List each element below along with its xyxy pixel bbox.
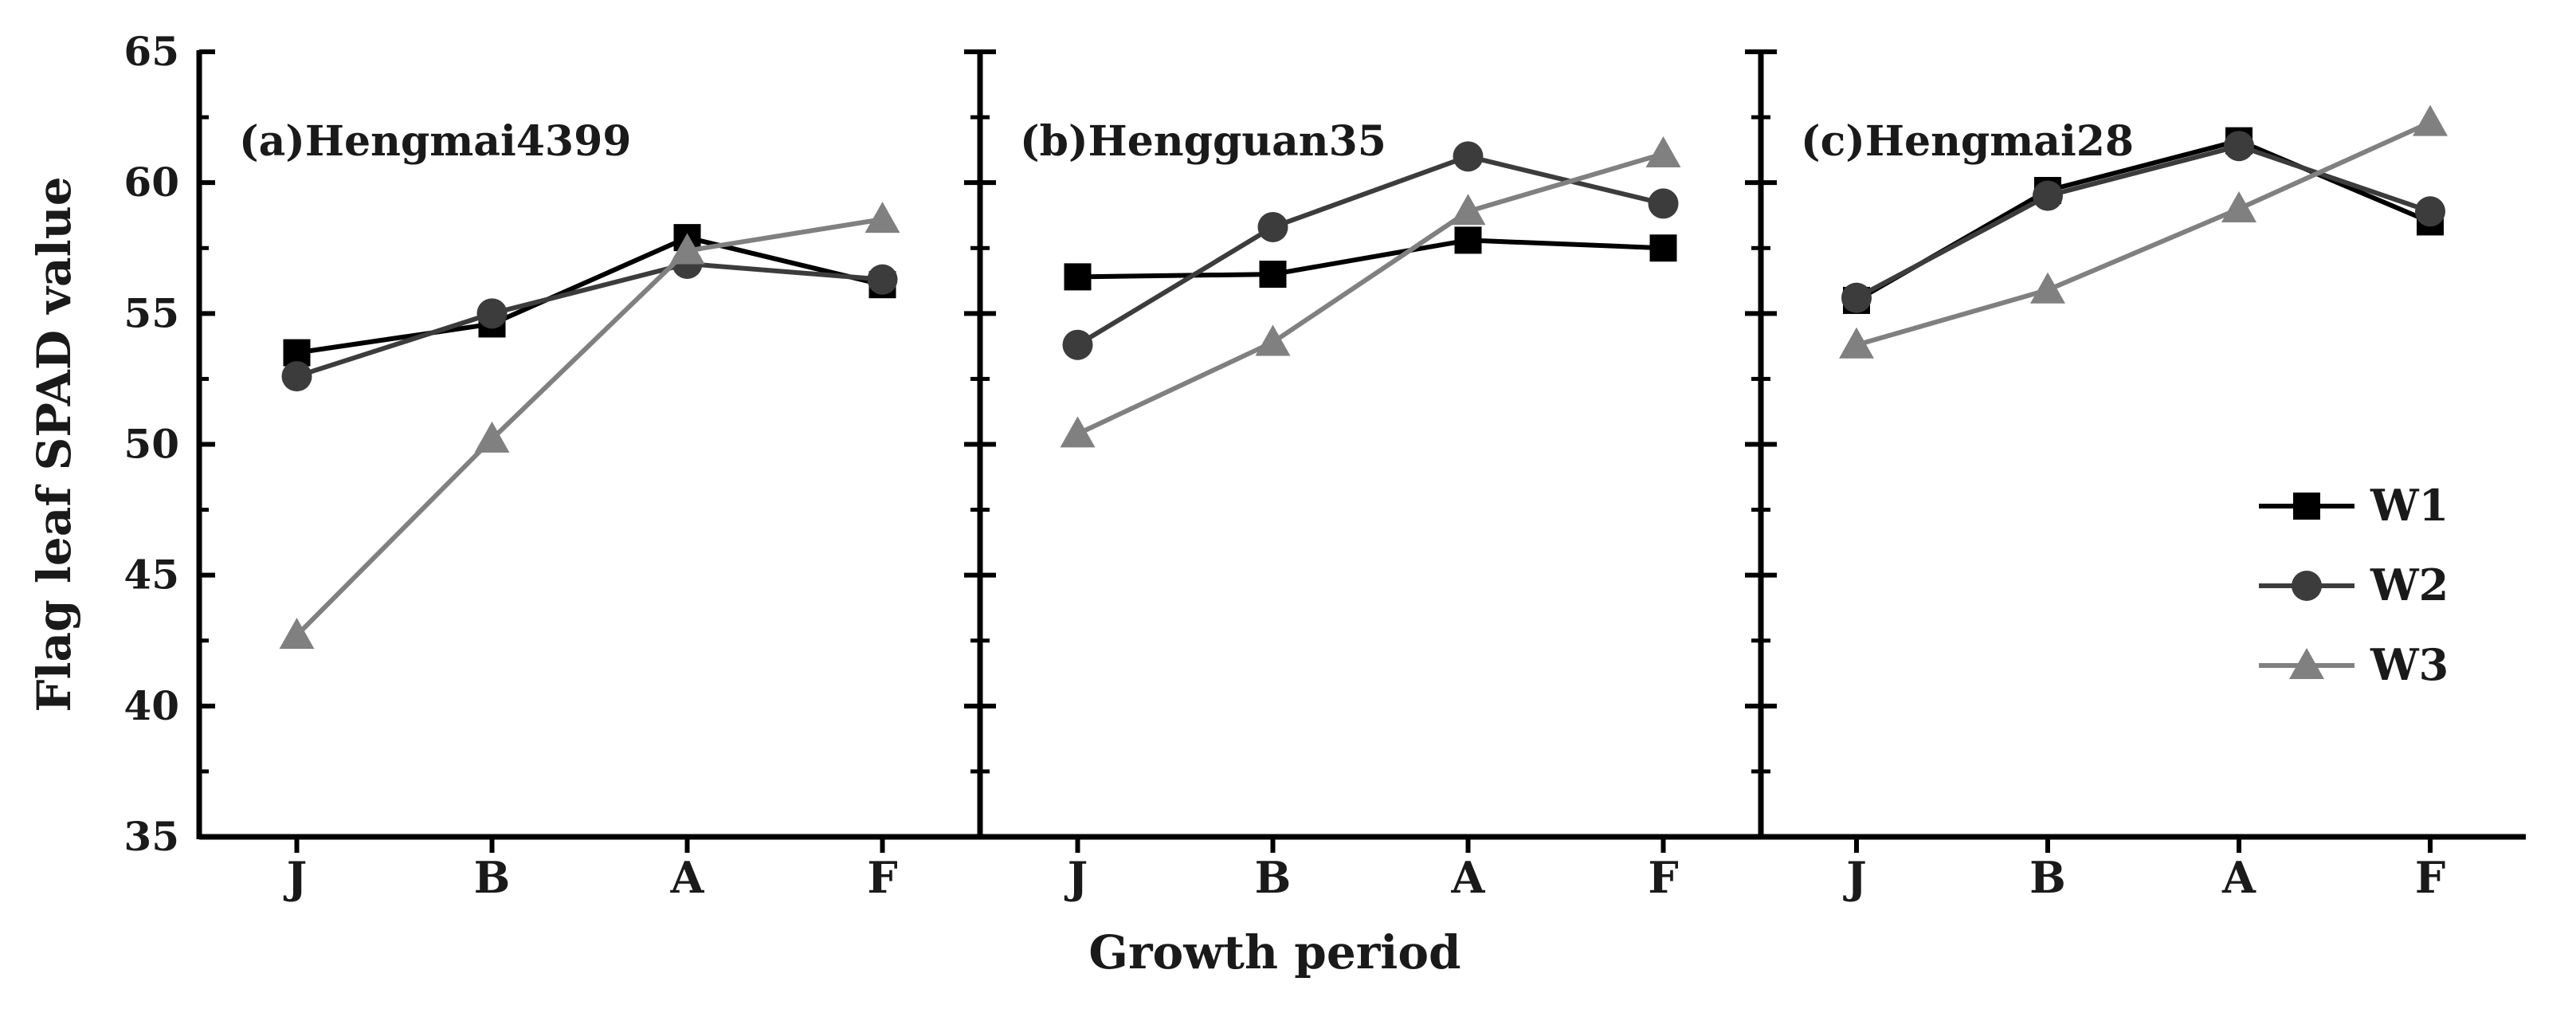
y-tick-label: 35 bbox=[124, 813, 179, 860]
x-tick-label: A bbox=[2221, 852, 2256, 903]
data-point-w3 bbox=[1839, 327, 1874, 359]
y-tick-label: 55 bbox=[124, 289, 179, 336]
series-line-w3 bbox=[1076, 151, 1664, 437]
panel-2: J B A F (b)Hengguan35 bbox=[1020, 117, 1681, 903]
y-tick-label: 45 bbox=[124, 552, 179, 599]
x-tick-label: J bbox=[1843, 852, 1867, 903]
y-axis-title: Flag leaf SPAD value bbox=[27, 176, 81, 712]
data-point-w1 bbox=[1454, 226, 1482, 254]
legend-label-w3: W3 bbox=[2370, 639, 2449, 690]
data-point-w3 bbox=[2030, 272, 2065, 304]
x-tick-label: J bbox=[1065, 852, 1088, 903]
series-w2 bbox=[1062, 141, 1679, 360]
data-point-w3 bbox=[1255, 324, 1291, 356]
legend-marker-w3 bbox=[2289, 648, 2324, 679]
axes: 35 40 45 50 55 60 65 bbox=[124, 28, 2526, 860]
x-tick-label: F bbox=[1648, 852, 1678, 903]
panel-1: J B A F (a)Hengmai4399 bbox=[239, 117, 900, 903]
x-tick-label: A bbox=[670, 852, 705, 903]
series-w2 bbox=[1841, 131, 2445, 313]
data-point-w3 bbox=[2413, 104, 2448, 136]
x-tick-label: B bbox=[2029, 852, 2066, 903]
data-point-w2 bbox=[476, 298, 508, 329]
y-tick-label: 65 bbox=[124, 28, 179, 75]
data-point-w2 bbox=[2224, 131, 2254, 162]
data-point-w3 bbox=[865, 202, 900, 234]
legend-marker-w2 bbox=[2292, 571, 2322, 601]
panel-title: (a)Hengmai4399 bbox=[239, 117, 631, 166]
panel-title: (c)Hengmai28 bbox=[1801, 117, 2134, 166]
legend-marker-w1 bbox=[2293, 493, 2320, 520]
y-tick-label: 50 bbox=[124, 421, 179, 468]
data-point-w3 bbox=[1060, 416, 1096, 448]
data-point-w3 bbox=[474, 421, 510, 453]
data-point-w2 bbox=[2033, 180, 2063, 211]
data-point-w2 bbox=[281, 361, 312, 392]
series-w3 bbox=[279, 202, 900, 650]
data-point-w3 bbox=[2221, 191, 2256, 222]
series-line-w1 bbox=[1077, 238, 1664, 280]
legend-label-w1: W1 bbox=[2370, 480, 2449, 531]
data-point-w2 bbox=[867, 264, 898, 295]
data-point-w2 bbox=[1841, 282, 1872, 313]
data-point-w2 bbox=[1648, 188, 1679, 219]
series-line-w2 bbox=[1855, 143, 2431, 300]
panel-title: (b)Hengguan35 bbox=[1020, 117, 1386, 166]
x-tick-label: A bbox=[1451, 852, 1486, 903]
y-tick-label: 40 bbox=[124, 682, 179, 729]
data-point-w2 bbox=[1062, 329, 1093, 360]
data-point-w3 bbox=[1450, 194, 1486, 226]
series-line-w3 bbox=[295, 217, 883, 638]
series-w2 bbox=[281, 248, 898, 392]
data-point-w2 bbox=[2415, 196, 2445, 227]
data-point-w3 bbox=[1645, 136, 1681, 168]
x-tick-label: F bbox=[2415, 852, 2445, 903]
legend: W1 W2 W3 bbox=[2259, 480, 2449, 690]
series-w3 bbox=[1839, 104, 2448, 359]
x-tick-label: J bbox=[284, 852, 308, 903]
data-point-w1 bbox=[1259, 261, 1287, 289]
data-point-w3 bbox=[279, 618, 315, 650]
data-point-w2 bbox=[1257, 211, 1288, 242]
panel-3: J B A F (c)Hengmai28 bbox=[1801, 104, 2448, 903]
series-line-w1 bbox=[296, 235, 884, 355]
x-tick-label: B bbox=[1255, 852, 1292, 903]
data-point-w1 bbox=[1649, 234, 1677, 262]
x-tick-label: F bbox=[867, 852, 897, 903]
data-point-w2 bbox=[1453, 141, 1484, 172]
series-line-w2 bbox=[296, 261, 883, 379]
x-tick-label: B bbox=[474, 852, 511, 903]
data-point-w1 bbox=[1064, 263, 1092, 291]
x-axis-title: Growth period bbox=[1088, 925, 1461, 980]
data-point-w3 bbox=[669, 233, 705, 265]
y-tick-label: 60 bbox=[124, 159, 179, 206]
legend-label-w2: W2 bbox=[2370, 559, 2449, 611]
series-line-w2 bbox=[1076, 154, 1664, 347]
series-w1 bbox=[1064, 226, 1677, 291]
series-line-w3 bbox=[1856, 120, 2432, 347]
series-w3 bbox=[1060, 136, 1681, 448]
